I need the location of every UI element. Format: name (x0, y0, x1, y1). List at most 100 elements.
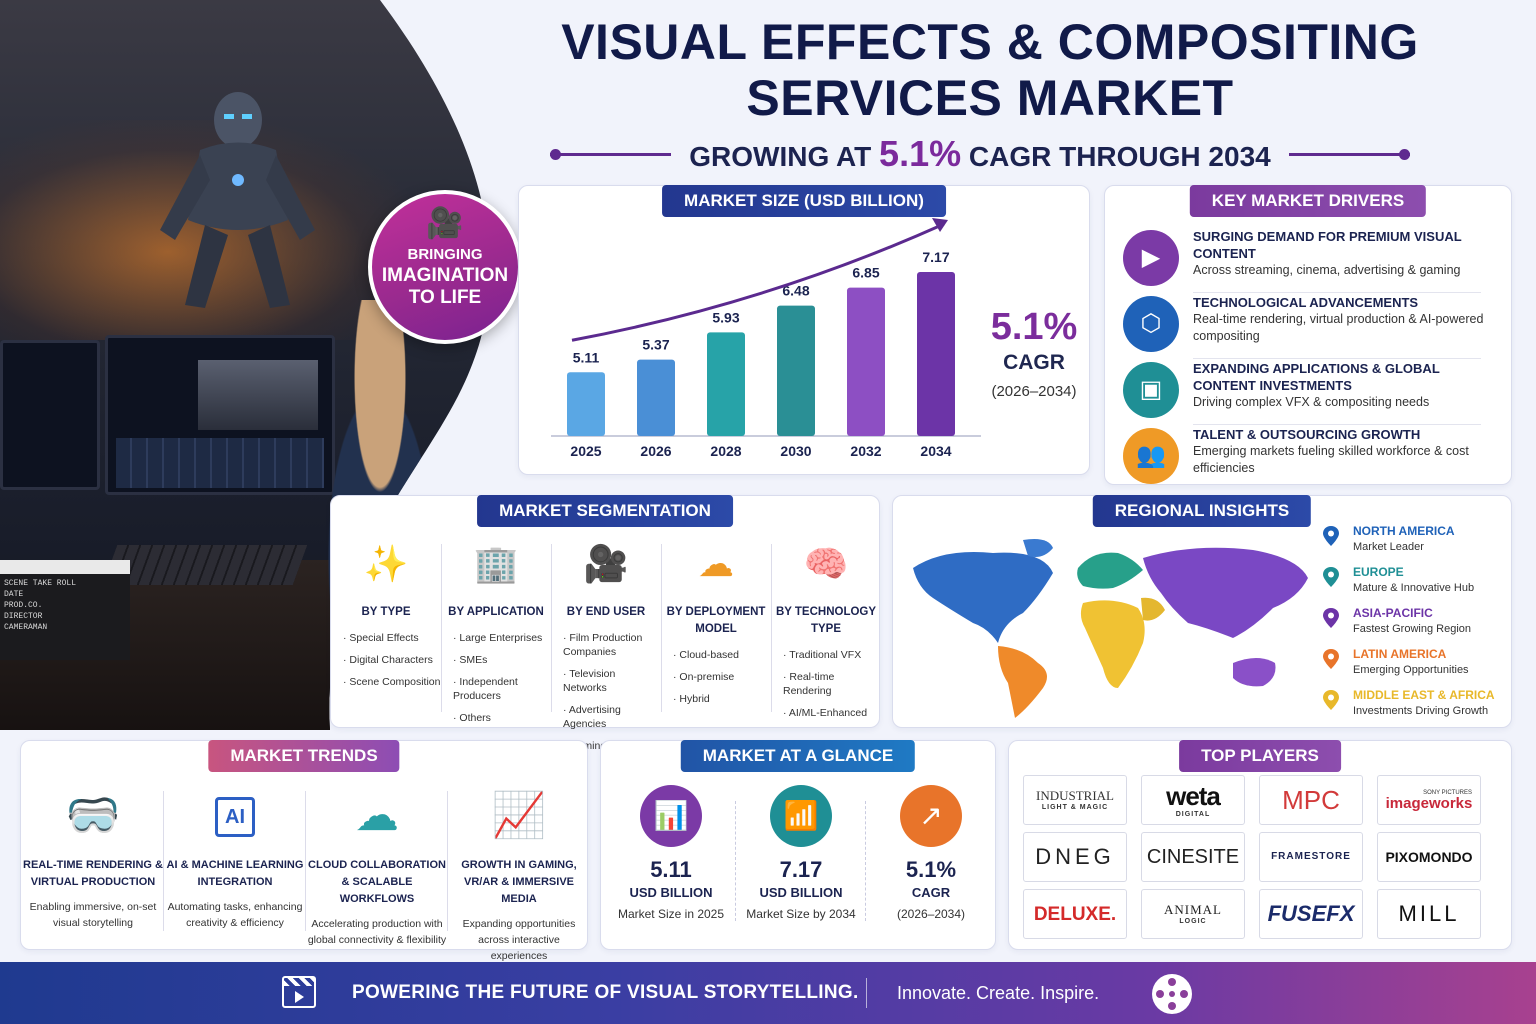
footer-banner: POWERING THE FUTURE OF VISUAL STORYTELLI… (0, 962, 1536, 1024)
keyboard (103, 545, 308, 585)
map-africa (1080, 600, 1145, 688)
segment-item: Special Effects (343, 631, 441, 645)
subtitle-highlight: 5.1% (879, 133, 962, 174)
bar-value-label: 5.11 (573, 349, 600, 365)
player-logo: MPC (1259, 775, 1363, 825)
player-logo-name: weta (1166, 780, 1221, 811)
buildings-icon: 🏢 (473, 543, 519, 584)
regional-card: REGIONAL INSIGHTS NORTH AMERICA Market Le… (892, 495, 1512, 728)
glance-item: ↗ 5.1% CAGR (2026–2034) (871, 785, 991, 922)
clapper-line: CAMERAMAN (4, 623, 48, 632)
bar-2034 (917, 272, 955, 436)
region-name: ASIA-PACIFIC (1353, 606, 1433, 620)
badge-line-3: TO LIFE (408, 287, 482, 308)
subtitle-rule-right (1288, 148, 1411, 160)
clapper-line: DATE (4, 590, 24, 599)
player-logo-name: FUSEFX (1267, 901, 1355, 926)
player-logo: weta DIGITAL (1141, 775, 1245, 825)
player-logo-sub: LOGIC (1179, 918, 1207, 925)
region-desc: Emerging Opportunities (1353, 664, 1469, 676)
market-size-card: MARKET SIZE (USD BILLION) 5.11 2025 5.37 20… (518, 185, 1090, 475)
player-logo-name: MPC (1282, 785, 1340, 815)
segment-item: Large Enterprises (453, 631, 551, 645)
regional-header: REGIONAL INSIGHTS (1092, 495, 1312, 527)
glance-item: 📊 5.11 USD BILLION Market Size in 2025 (611, 785, 731, 922)
segment-item: Television Networks (563, 667, 661, 695)
driver-divider (1193, 292, 1481, 293)
glance-item: 📶 7.17 USD BILLION Market Size by 2034 (741, 785, 861, 922)
subtitle-rule-left (550, 148, 672, 160)
cloud-icon: ☁ (355, 791, 399, 840)
bar-2025 (567, 372, 605, 436)
region-desc: Market Leader (1353, 541, 1424, 553)
film-reel-icon (1152, 974, 1192, 1014)
clapper-line: SCENE TAKE ROLL (4, 579, 77, 588)
driver-item: ⬡ TECHNOLOGICAL ADVANCEMENTS Real-time ren… (1123, 292, 1483, 356)
glance-value: 5.1% (905, 857, 957, 882)
region-desc: Investments Driving Growth (1353, 705, 1489, 717)
driver-divider (1193, 358, 1481, 359)
region-name: LATIN AMERICA (1353, 647, 1447, 661)
subtitle-text: GROWING AT 5.1% CAGR THROUGH 2034 (671, 133, 1288, 175)
segment-list: Special Effects Digital Characters Scene C… (331, 631, 441, 689)
map-pin-icon (1323, 649, 1339, 669)
segment-column: ☁ BY DEPLOYMENT MODEL Cloud-based On-premis… (661, 536, 771, 726)
segment-list: Traditional VFX Real-time Rendering AI/ML-… (771, 648, 881, 720)
segment-item: Scene Composition (343, 675, 441, 689)
player-logo-name: DELUXE. (1033, 903, 1117, 925)
driver-item: 👥 TALENT & OUTSOURCING GROWTH Emerging mar… (1123, 424, 1483, 488)
left-monitor (0, 340, 100, 490)
region-desc: Fastest Growing Region (1353, 623, 1471, 635)
trend-desc: Enabling immersive, on-set visual storyt… (29, 901, 157, 929)
vr-headset-icon: 🥽 (65, 791, 121, 840)
map-pin-icon (1323, 567, 1339, 587)
badge-line-2: IMAGINATION (381, 265, 509, 286)
cube-icon: ⬡ (1123, 296, 1179, 352)
clapper-line: DIRECTOR (4, 612, 43, 621)
glance-unit: USD BILLION (759, 885, 843, 900)
player-logo-name: PIXOMONDO (1385, 849, 1473, 865)
player-logo: INDUSTRIAL LIGHT & MAGIC (1023, 775, 1127, 825)
imagination-badge: 🎥 BRINGING IMAGINATION TO LIFE (368, 190, 522, 344)
trend-arrow-head (932, 218, 948, 232)
segment-item: Advertising Agencies (563, 703, 661, 731)
glance-unit: USD BILLION (629, 885, 713, 900)
ai-chip-icon: AI (165, 781, 305, 851)
trend-divider (163, 791, 164, 931)
footer-tagline: POWERING THE FUTURE OF VISUAL STORYTELLI… (352, 982, 859, 1003)
cagr-period: (2026–2034) (991, 383, 1077, 400)
glance-card: MARKET AT A GLANCE 📊 5.11 USD BILLION Marke… (600, 740, 996, 950)
trend-up-icon: ↗ (900, 785, 962, 847)
segment-title: BY APPLICATION (448, 606, 544, 618)
title-line-2: SERVICES MARKET (746, 70, 1234, 126)
x-tick-label: 2034 (920, 443, 951, 459)
map-pin-icon (1323, 608, 1339, 628)
monitor-timeline (116, 438, 324, 488)
segment-divider (441, 544, 442, 712)
growth-chart-icon: 📈 (491, 791, 547, 840)
driver-desc: Emerging markets fueling skilled workfor… (1193, 444, 1469, 475)
monitor-play-icon: ▶ (1123, 230, 1179, 286)
monitor-preview (198, 360, 318, 430)
trend-item: 🥽 REAL-TIME RENDERING & VIRTUAL PRODUCTIO… (23, 781, 163, 931)
driver-divider (1193, 424, 1481, 425)
segment-column: 🎥 BY END USER Film Production Companies Tel… (551, 536, 661, 752)
segment-divider (771, 544, 772, 712)
segment-divider (551, 544, 552, 712)
trends-card: MARKET TRENDS 🥽 REAL-TIME RENDERING & VIR… (20, 740, 588, 962)
trend-item: AI AI & MACHINE LEARNING INTEGRATION Autom… (165, 781, 305, 931)
chip-icon: ▣ (1123, 362, 1179, 418)
player-logo-name: MILL (1398, 901, 1460, 926)
world-map (913, 539, 1308, 718)
segment-item: On-premise (673, 670, 771, 684)
glance-desc: (2026–2034) (896, 907, 966, 921)
player-logo: ANIMAL LOGIC (1141, 889, 1245, 939)
driver-title: EXPANDING APPLICATIONS & GLOBAL CONTENT … (1193, 360, 1493, 411)
player-logo: CINESITE (1141, 832, 1245, 882)
player-logo-name: DNEG (1035, 844, 1115, 869)
cloud-server-icon: ☁ (698, 543, 734, 584)
map-north-america (913, 552, 1053, 643)
people-icon: 👥 (1123, 428, 1179, 484)
player-logo: DELUXE. (1023, 889, 1127, 939)
segment-column: ✨ BY TYPE Special Effects Digital Character… (331, 536, 441, 726)
